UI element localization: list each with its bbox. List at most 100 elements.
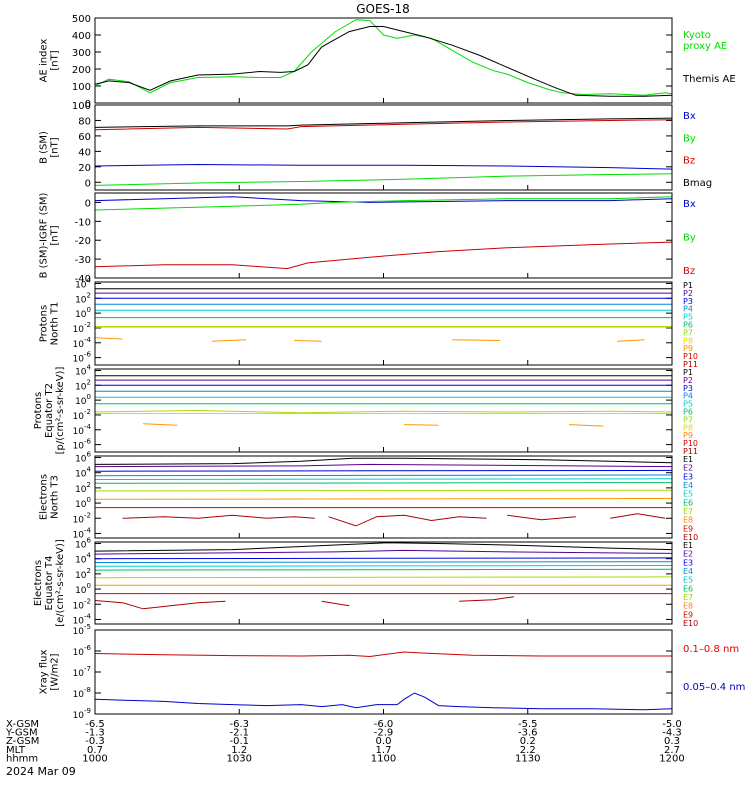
legend-entry: Bz	[683, 266, 695, 277]
y-tick-exponent: 0	[87, 306, 91, 314]
legend-entry: P1	[683, 281, 693, 290]
y-tick-exponent: 4	[87, 363, 92, 371]
legend-entry: E2	[683, 550, 693, 559]
legend-entry: E9	[683, 610, 693, 619]
series-p9	[404, 424, 439, 426]
legend-entry: proxy AE	[683, 41, 727, 52]
x-row-value: -4.3	[662, 728, 682, 739]
x-row-value: -5.5	[518, 719, 538, 730]
series-e2	[95, 549, 672, 555]
series-p9	[211, 339, 247, 342]
series-e4	[95, 474, 672, 477]
series-e5	[95, 478, 672, 480]
legend-entry: E4	[683, 481, 693, 490]
x-row-value: 1100	[371, 753, 396, 764]
series-e1	[95, 542, 672, 552]
y-tick-exponent: -9	[84, 707, 91, 715]
x-row-value: 1.7	[376, 745, 392, 756]
x-row-value: -2.9	[374, 728, 394, 739]
y-tick-label: -30	[75, 255, 91, 266]
y-axis-label: Equator T2	[44, 383, 55, 438]
y-tick-label: 10-9	[73, 707, 91, 721]
panel-frame	[94, 629, 673, 715]
y-tick-exponent: -5	[84, 623, 91, 631]
x-row-value: 1000	[82, 753, 107, 764]
y-tick-label: 10-4	[73, 526, 92, 540]
legend-entry: P9	[683, 431, 693, 440]
y-tick-exponent: 2	[87, 378, 91, 386]
y-tick-label: 40	[78, 147, 91, 158]
legend-entry: Bmag	[683, 178, 712, 189]
legend-entry: Bx	[683, 111, 696, 122]
y-tick-exponent: -4	[84, 423, 92, 431]
legend-entry: E4	[683, 567, 693, 576]
y-tick-label: 10-2	[73, 321, 91, 335]
legend-entry: P4	[683, 305, 693, 314]
panel-frame	[94, 104, 673, 191]
legend-entry: E3	[683, 472, 693, 481]
y-tick-base: 10	[73, 325, 85, 335]
legend-entry: P8	[683, 336, 693, 345]
y-tick-base: 10	[75, 455, 87, 465]
series-e5	[95, 565, 672, 567]
legend-entry: P7	[683, 415, 693, 424]
x-row-value: -6.0	[374, 719, 394, 730]
y-axis-label: Xray flux	[39, 650, 50, 695]
x-row-label: X-GSM	[6, 719, 39, 730]
x-row-value: 1200	[659, 753, 684, 764]
y-tick-exponent: 0	[87, 393, 91, 401]
series-themis-ae	[95, 26, 672, 97]
legend-entry: E1	[683, 541, 693, 550]
y-tick-exponent: -6	[84, 351, 92, 359]
y-tick-label: 300	[72, 48, 91, 59]
y-axis-label: Protons	[39, 305, 50, 342]
y-tick-base: 10	[73, 442, 85, 452]
y-tick-label: 100	[75, 582, 91, 596]
y-tick-label: 106	[75, 451, 91, 465]
y-tick-label: 20	[78, 163, 91, 174]
y-tick-label: 100	[72, 101, 91, 112]
x-row-value: -0.1	[229, 736, 249, 747]
y-tick-exponent: -6	[84, 644, 92, 652]
legend-entry: P2	[683, 289, 693, 298]
legend-entry: E9	[683, 524, 693, 533]
y-tick-exponent: 2	[87, 481, 91, 489]
x-row-value: 1.2	[231, 745, 247, 756]
legend-entry: P9	[683, 344, 693, 353]
series-bx	[95, 196, 672, 203]
legend-entry: P3	[683, 384, 693, 393]
legend-entry: E7	[683, 507, 693, 516]
series-p9	[143, 423, 178, 426]
y-tick-base: 10	[73, 412, 85, 422]
x-row-label: MLT	[6, 745, 26, 756]
series-e10	[328, 514, 487, 527]
legend-entry: P6	[683, 408, 693, 417]
y-tick-base: 10	[75, 295, 87, 305]
y-tick-label: 60	[78, 132, 91, 143]
y-tick-base: 10	[75, 310, 87, 320]
y-tick-label: 10-7	[73, 665, 91, 679]
y-axis-label: North T3	[50, 475, 61, 519]
legend-entry: E3	[683, 558, 693, 567]
y-tick-exponent: -8	[84, 686, 91, 694]
legend-entry: P6	[683, 321, 693, 330]
legend-entry: E7	[683, 593, 693, 602]
y-tick-label: 104	[75, 276, 91, 290]
y-tick-exponent: 0	[87, 582, 91, 590]
y-tick-label: 104	[75, 466, 91, 480]
y-axis-label: North T1	[50, 302, 61, 346]
y-tick-base: 10	[73, 355, 85, 365]
legend-entry: E8	[683, 516, 693, 525]
y-tick-base: 10	[75, 485, 87, 495]
y-axis-label: [nT]	[50, 137, 61, 157]
legend-entry: P4	[683, 392, 693, 401]
series-e3	[95, 557, 672, 560]
y-tick-label: 10-4	[73, 612, 92, 626]
y-tick-exponent: -2	[84, 408, 91, 416]
y-tick-label: 104	[75, 363, 91, 377]
y-tick-label: 102	[75, 378, 91, 392]
series-e7	[95, 489, 672, 492]
